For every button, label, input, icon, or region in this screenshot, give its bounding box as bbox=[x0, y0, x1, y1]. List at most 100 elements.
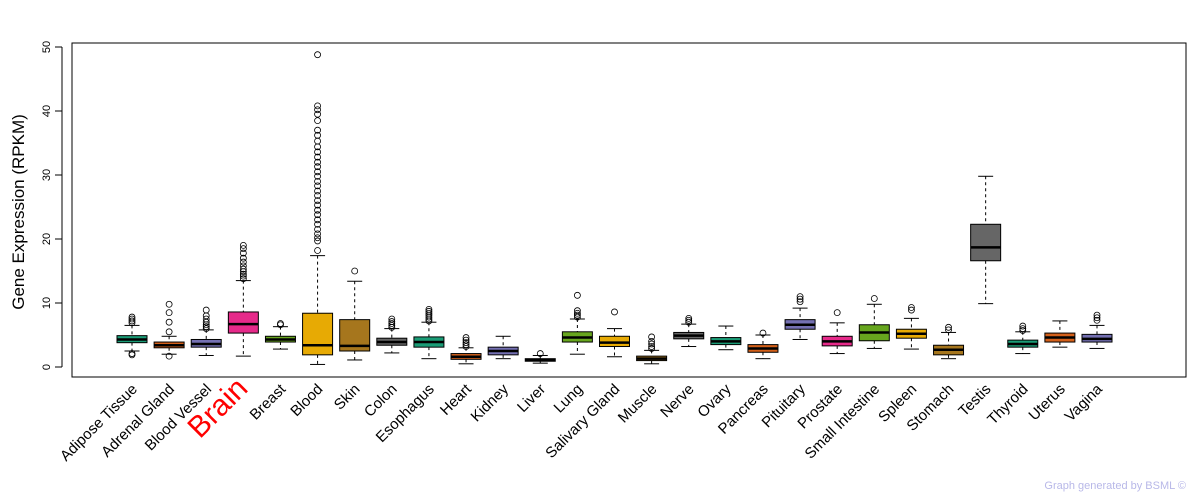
outlier-muscle-4 bbox=[648, 333, 656, 341]
boxes-group bbox=[116, 51, 1113, 365]
outlier-nerve-0 bbox=[685, 318, 693, 326]
outlier-salivary-gland-0 bbox=[611, 308, 618, 316]
x-tick-label-thyroid: Thyroid bbox=[984, 381, 1031, 428]
outlier-pituitary-1 bbox=[796, 295, 804, 303]
box-prostate bbox=[821, 309, 853, 355]
plot-frame bbox=[71, 42, 1187, 378]
x-tick-label-blood: Blood bbox=[287, 381, 326, 420]
x-tick-label-breast: Breast bbox=[247, 380, 290, 423]
outlier-blood-16 bbox=[314, 168, 321, 176]
outlier-blood-25 bbox=[314, 117, 321, 124]
outlier-pancreas-0 bbox=[759, 329, 767, 337]
outlier-adrenal-gland-3 bbox=[165, 309, 173, 317]
outlier-stomach-0 bbox=[945, 326, 952, 334]
outlier-esophagus-5 bbox=[425, 307, 433, 315]
outlier-brain-6 bbox=[239, 258, 247, 266]
outlier-esophagus-6 bbox=[425, 305, 433, 313]
outlier-blood-28 bbox=[314, 102, 321, 110]
outlier-blood-8 bbox=[314, 206, 321, 214]
outlier-esophagus-4 bbox=[425, 309, 433, 317]
outlier-vagina-1 bbox=[1093, 314, 1101, 322]
outlier-colon-4 bbox=[388, 315, 396, 323]
box-thyroid bbox=[1007, 322, 1039, 355]
outlier-blood-29 bbox=[314, 51, 321, 59]
outlier-vagina-0 bbox=[1093, 316, 1101, 324]
y-axis-label: Gene Expression (RPKM) bbox=[9, 114, 28, 310]
box-ovary bbox=[710, 325, 742, 351]
x-tick-label-liver: Liver bbox=[514, 381, 549, 416]
outlier-vagina-2 bbox=[1093, 311, 1101, 319]
outlier-small-intestine-0 bbox=[870, 295, 878, 302]
outlier-brain-10 bbox=[239, 241, 247, 249]
iqr-box-brain bbox=[227, 311, 259, 334]
x-tick-label-skin: Skin bbox=[331, 381, 364, 414]
outlier-colon-3 bbox=[388, 318, 396, 325]
outlier-lung-3 bbox=[573, 307, 581, 315]
outlier-brain-8 bbox=[239, 249, 247, 257]
outlier-blood-22 bbox=[314, 137, 321, 145]
box-liver bbox=[524, 350, 556, 364]
outlier-nerve-2 bbox=[685, 314, 693, 322]
y-tick-label-40: 40 bbox=[41, 105, 53, 117]
outlier-blood-6 bbox=[314, 216, 321, 224]
outlier-adrenal-gland-2 bbox=[165, 318, 173, 326]
y-tick-label-50: 50 bbox=[41, 41, 53, 53]
x-tick-label-kidney: Kidney bbox=[468, 380, 513, 425]
box-testis bbox=[970, 175, 1002, 305]
box-brain bbox=[227, 241, 259, 357]
outlier-blood-23 bbox=[314, 131, 321, 139]
outlier-blood-5 bbox=[314, 220, 321, 228]
outlier-breast-1 bbox=[277, 320, 284, 327]
x-tick-label-nerve: Nerve bbox=[657, 381, 697, 421]
box-blood-vessel bbox=[190, 306, 222, 356]
box-stomach bbox=[933, 323, 965, 360]
box-esophagus bbox=[413, 305, 445, 360]
box-kidney bbox=[487, 335, 519, 360]
x-tick-label-uterus: Uterus bbox=[1025, 381, 1068, 424]
box-adipose-tissue bbox=[116, 313, 148, 359]
iqr-box-testis bbox=[970, 223, 1002, 262]
box-pituitary bbox=[784, 293, 816, 340]
footer-credit: Graph generated by BSML © bbox=[1044, 480, 1186, 492]
outlier-prostate-0 bbox=[833, 309, 841, 317]
outlier-pituitary-0 bbox=[796, 298, 804, 306]
outlier-spleen-0 bbox=[908, 306, 915, 314]
y-tick-label-30: 30 bbox=[41, 169, 53, 181]
outlier-adrenal-gland-0 bbox=[165, 352, 173, 360]
outlier-lung-1 bbox=[573, 311, 581, 319]
outlier-muscle-3 bbox=[648, 337, 656, 345]
outlier-heart-4 bbox=[462, 334, 470, 341]
outlier-muscle-0 bbox=[648, 345, 656, 352]
outlier-stomach-1 bbox=[945, 323, 952, 331]
outlier-pituitary-2 bbox=[796, 293, 804, 301]
outlier-blood-9 bbox=[314, 201, 321, 209]
outlier-brain-4 bbox=[239, 265, 247, 273]
y-tick-label-0: 0 bbox=[41, 364, 53, 370]
outlier-heart-1 bbox=[462, 341, 470, 349]
outlier-skin-0 bbox=[351, 267, 359, 275]
outlier-brain-1 bbox=[239, 272, 247, 280]
outlier-colon-2 bbox=[388, 320, 396, 327]
box-salivary-gland bbox=[599, 308, 630, 358]
x-tick-label-vagina: Vagina bbox=[1062, 380, 1107, 425]
outlier-brain-9 bbox=[239, 245, 247, 253]
outlier-brain-0 bbox=[239, 275, 247, 283]
outlier-blood-vessel-4 bbox=[202, 315, 210, 323]
outlier-blood-19 bbox=[314, 153, 321, 161]
box-lung bbox=[561, 291, 593, 355]
outlier-adipose-tissue-5 bbox=[128, 313, 136, 321]
outlier-blood-11 bbox=[314, 192, 321, 199]
outlier-blood-vessel-1 bbox=[202, 323, 210, 331]
box-breast bbox=[264, 320, 296, 350]
outlier-adrenal-gland-4 bbox=[165, 300, 173, 308]
outlier-blood-24 bbox=[314, 126, 321, 134]
outlier-brain-5 bbox=[239, 262, 247, 270]
outlier-blood-20 bbox=[314, 148, 321, 156]
outlier-adrenal-gland-1 bbox=[165, 328, 173, 336]
outlier-brain-7 bbox=[239, 254, 247, 262]
outlier-blood-13 bbox=[314, 182, 321, 190]
box-vagina bbox=[1081, 311, 1113, 349]
outlier-lung-4 bbox=[573, 291, 581, 299]
